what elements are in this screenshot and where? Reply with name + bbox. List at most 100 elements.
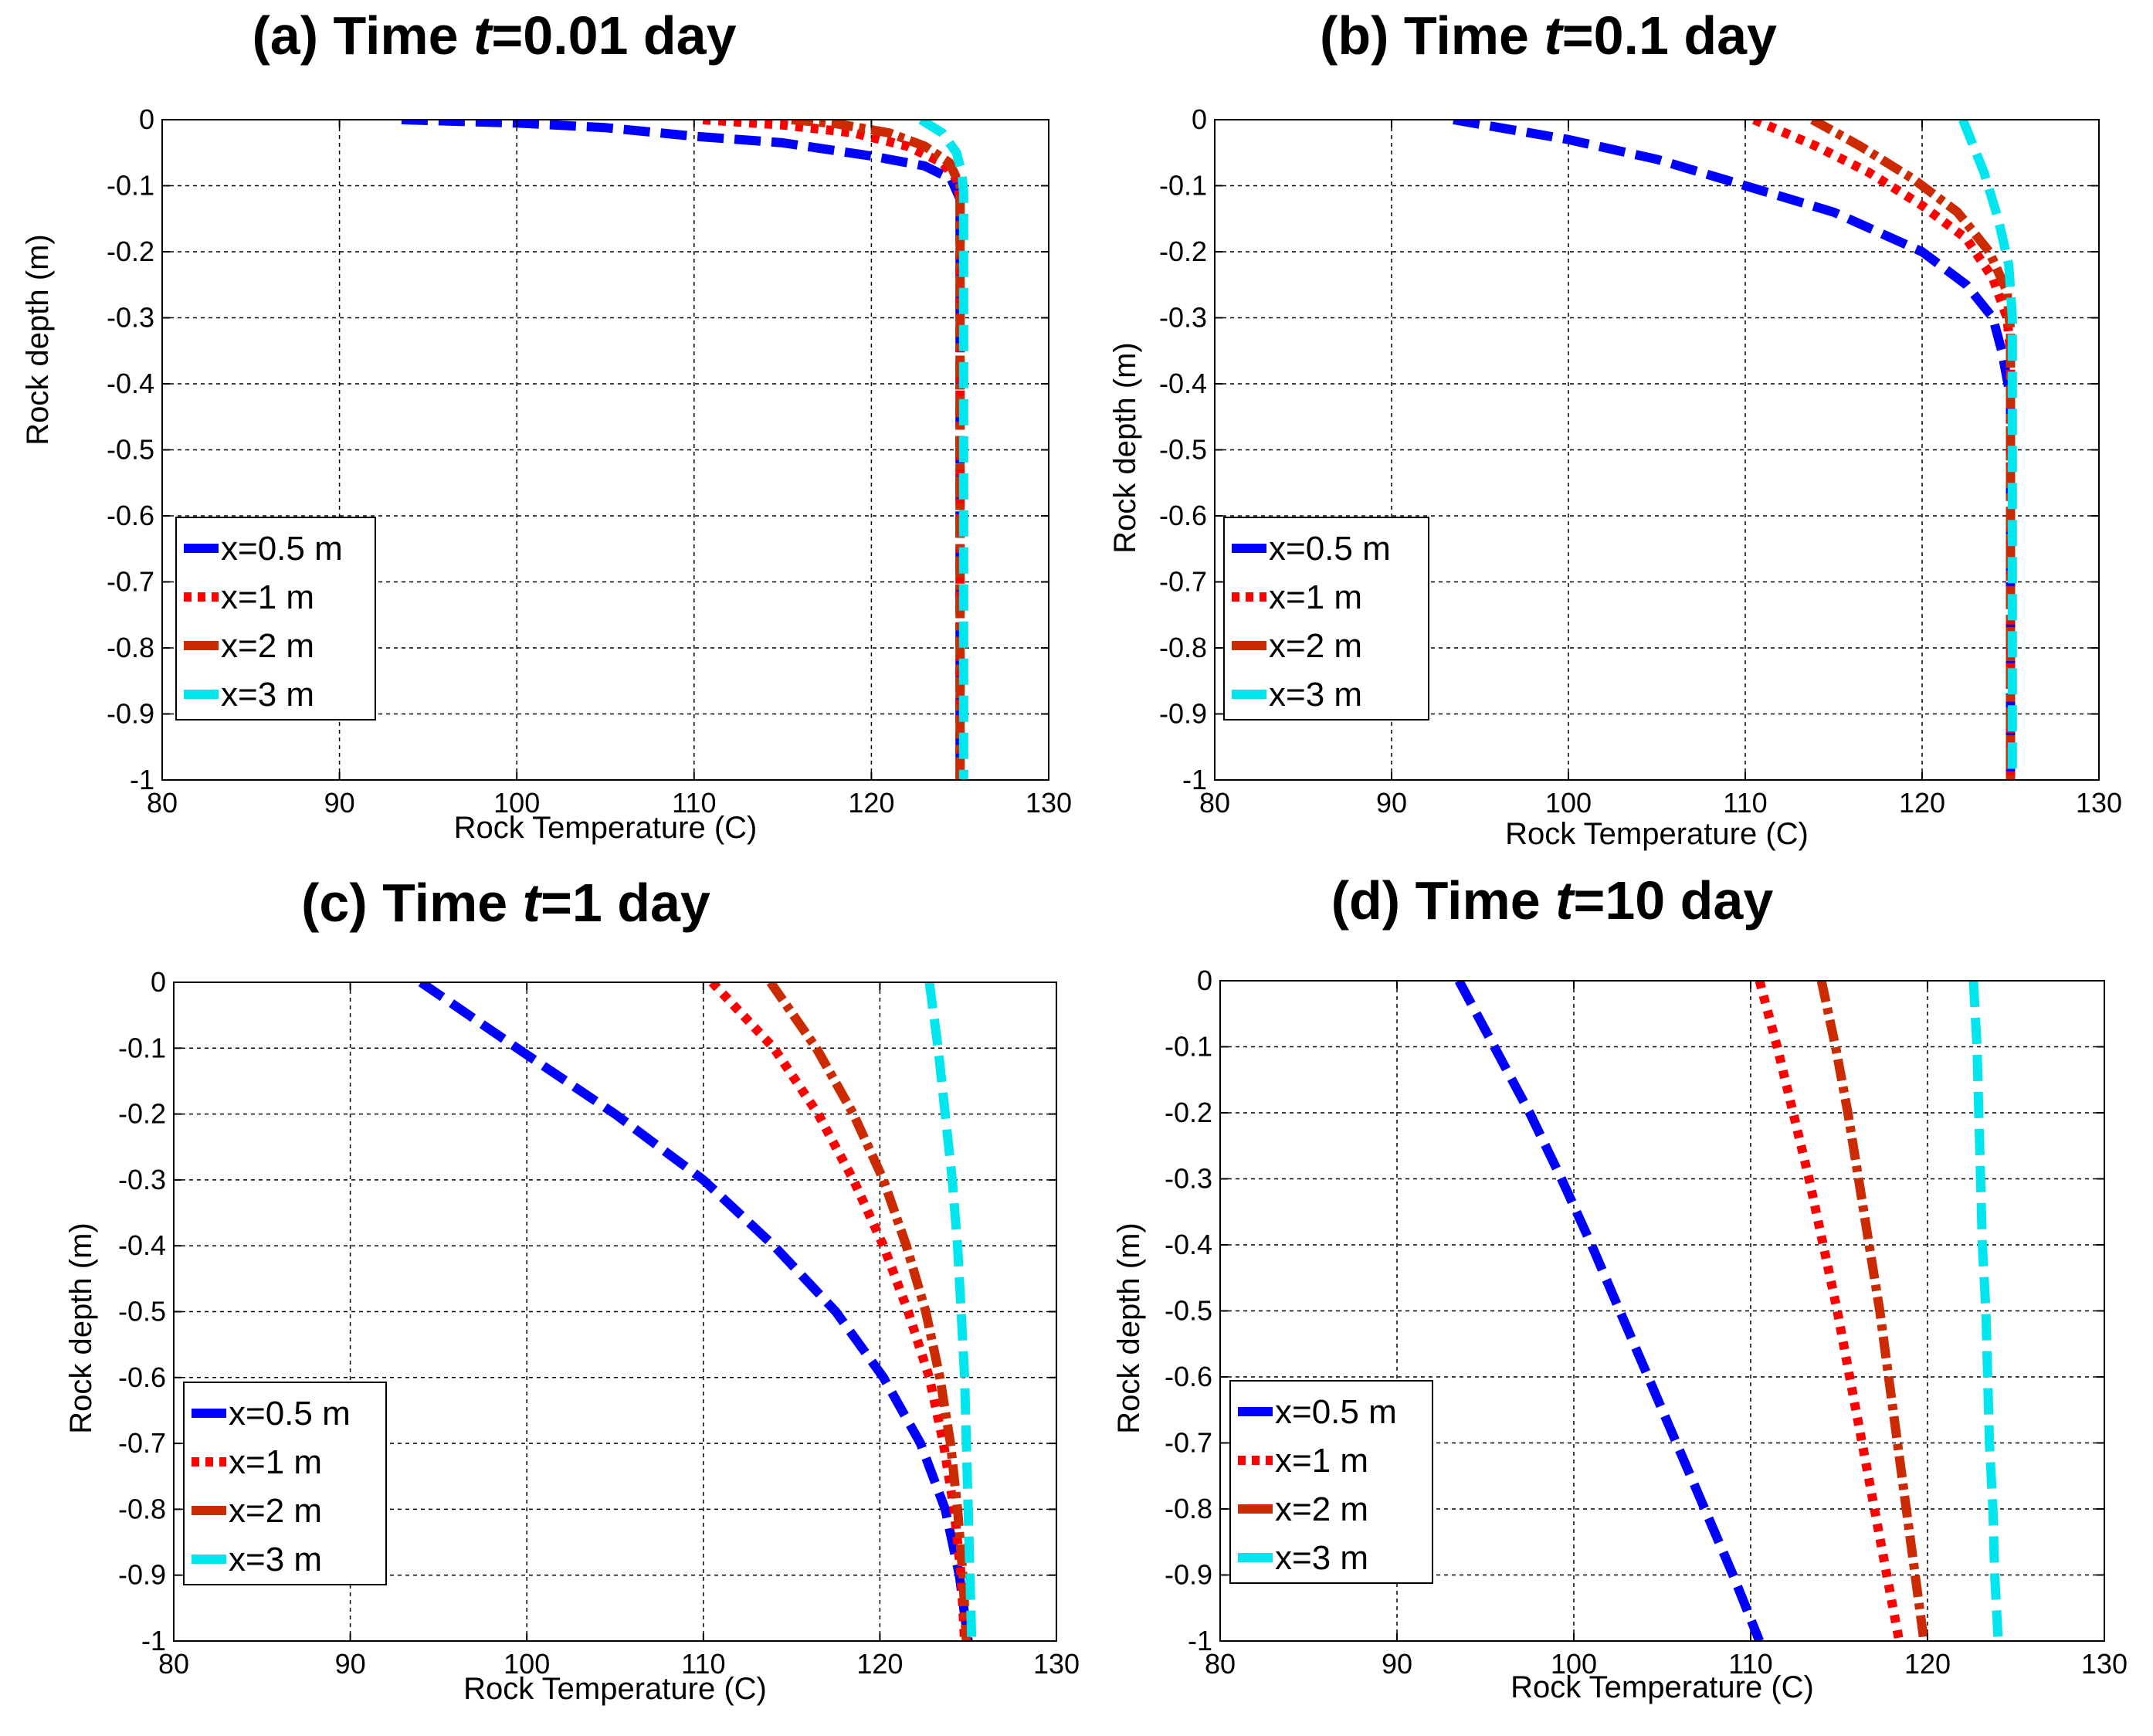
- y-tick-label: -0.2: [1159, 236, 1207, 267]
- y-tick-label: -0.4: [107, 368, 154, 399]
- series-line-4: [918, 120, 968, 780]
- y-axis-label: Rock depth (m): [21, 234, 55, 445]
- series-group: [1454, 981, 2003, 1641]
- panel-a: (a) Time t=0.01 day 80 90 100 110 120 130 0 -0.1…: [21, 5, 1072, 845]
- y-axis-label: Rock depth (m): [1108, 342, 1142, 553]
- y-tick-label: -0.7: [107, 566, 154, 598]
- legend-label-3: x=2 m: [221, 627, 314, 665]
- series-line-1: [418, 982, 973, 1641]
- title-variable: t: [1544, 5, 1564, 66]
- y-tick-label: -0.6: [107, 500, 154, 531]
- title-prefix: (a) Time: [252, 5, 473, 66]
- x-tick-label: 110: [1723, 787, 1767, 819]
- y-tick-label: 0: [1197, 965, 1212, 996]
- x-tick-label: 80: [1199, 787, 1230, 819]
- x-tick-label: 100: [1551, 1648, 1597, 1680]
- legend: x=0.5 m x=1 m x=2 m x=3 m: [1223, 517, 1429, 721]
- series-line-3: [766, 982, 971, 1641]
- y-tick-label: -0.6: [118, 1361, 166, 1393]
- title-variable: t: [1555, 870, 1575, 931]
- legend-label-2: x=1 m: [1275, 1442, 1368, 1480]
- y-tick-label: -0.1: [1159, 170, 1207, 202]
- series-line-3: [1816, 981, 1929, 1641]
- y-tick-label: -0.7: [1159, 566, 1207, 598]
- x-tick-label: 120: [848, 787, 894, 819]
- legend-label-3: x=2 m: [229, 1492, 322, 1530]
- x-tick-label: 100: [503, 1648, 550, 1680]
- title-suffix: =1 day: [541, 873, 710, 933]
- x-tick-label: 130: [2081, 1648, 2128, 1680]
- panel-c: (c) Time t=1 day 80 90 100 110 120 130 0 -0.1 -0.…: [64, 873, 1080, 1706]
- legend-label-2: x=1 m: [1269, 578, 1362, 616]
- title-variable: t: [523, 873, 543, 933]
- legend-label-1: x=0.5 m: [229, 1395, 351, 1433]
- x-tick-label: 100: [1545, 787, 1592, 819]
- series-line-2: [708, 982, 970, 1641]
- x-axis-label: Rock Temperature (C): [1505, 817, 1809, 851]
- series-line-1: [1454, 981, 1764, 1641]
- legend-label-1: x=0.5 m: [221, 530, 343, 568]
- y-tick-label: -0.4: [1159, 368, 1207, 399]
- y-tick-label: -0.1: [107, 170, 154, 202]
- y-tick-label: -0.5: [107, 434, 154, 466]
- y-tick-label: 0: [139, 103, 154, 135]
- y-tick-label: -0.2: [118, 1098, 166, 1130]
- legend-label-1: x=0.5 m: [1275, 1393, 1397, 1431]
- legend-label-3: x=2 m: [1275, 1490, 1368, 1528]
- x-axis-label: Rock Temperature (C): [1510, 1670, 1814, 1704]
- y-tick-label: -0.4: [1165, 1229, 1212, 1260]
- legend-label-4: x=3 m: [229, 1541, 322, 1578]
- y-tick-label: -0.9: [1165, 1559, 1212, 1591]
- legend-label-4: x=3 m: [221, 676, 314, 714]
- y-tick-label: -0.9: [118, 1559, 166, 1591]
- y-tick-label: -1: [1182, 764, 1207, 795]
- x-tick-label: 90: [324, 787, 355, 819]
- x-axis-label: Rock Temperature (C): [454, 811, 758, 845]
- title-prefix: (b) Time: [1320, 5, 1544, 66]
- title-suffix: =0.1 day: [1562, 5, 1777, 66]
- y-tick-label: -0.4: [118, 1229, 166, 1261]
- title-prefix: (d) Time: [1331, 870, 1555, 931]
- legend-label-2: x=1 m: [221, 578, 314, 616]
- panel-b: (b) Time t=0.1 day 80 90 100 110 120 130 0 -0.1 -…: [1108, 5, 2122, 851]
- y-tick-label: -0.2: [107, 236, 154, 267]
- title-suffix: =10 day: [1573, 870, 1773, 931]
- series-group: [1453, 120, 2017, 780]
- legend-label-4: x=3 m: [1269, 676, 1362, 714]
- y-tick-label: -0.7: [118, 1427, 166, 1459]
- x-tick-label: 130: [1033, 1648, 1080, 1680]
- y-tick-label: -0.3: [1159, 302, 1207, 334]
- y-tick-label: -0.8: [1159, 632, 1207, 663]
- x-tick-label: 120: [1904, 1648, 1951, 1680]
- legend-label-4: x=3 m: [1275, 1539, 1368, 1577]
- legend: x=0.5 m x=1 m x=2 m x=3 m: [175, 517, 376, 721]
- y-tick-label: -0.7: [1165, 1427, 1212, 1459]
- x-tick-label: 80: [158, 1648, 189, 1680]
- x-tick-label: 120: [856, 1648, 903, 1680]
- y-tick-label: -0.9: [1159, 698, 1207, 730]
- y-tick-label: -0.1: [118, 1032, 166, 1063]
- y-tick-label: -0.3: [107, 302, 154, 334]
- x-tick-label: 120: [1899, 787, 1945, 819]
- legend-label-2: x=1 m: [229, 1443, 322, 1481]
- panel-title: (d) Time t=10 day: [1331, 870, 1774, 931]
- y-tick-label: -0.5: [1159, 434, 1207, 466]
- y-tick-label: -0.9: [107, 698, 154, 730]
- series-line-3: [1810, 120, 2016, 780]
- y-tick-label: 0: [1192, 103, 1207, 135]
- x-tick-label: 110: [672, 787, 716, 819]
- y-tick-label: -0.6: [1165, 1361, 1212, 1392]
- x-tick-label: 80: [1205, 1648, 1236, 1680]
- legend-label-1: x=0.5 m: [1269, 530, 1391, 568]
- title-variable: t: [473, 5, 493, 66]
- legend-box: [183, 1382, 387, 1585]
- series-line-1: [1453, 120, 2016, 780]
- y-tick-label: -1: [130, 764, 154, 795]
- legend: x=0.5 m x=1 m x=2 m x=3 m: [183, 1382, 387, 1585]
- panel-title: (b) Time t=0.1 day: [1320, 5, 1777, 66]
- y-tick-label: -0.5: [1165, 1295, 1212, 1327]
- x-tick-label: 110: [1728, 1648, 1772, 1680]
- series-line-2: [1755, 981, 1904, 1641]
- x-tick-label: 90: [1382, 1648, 1412, 1680]
